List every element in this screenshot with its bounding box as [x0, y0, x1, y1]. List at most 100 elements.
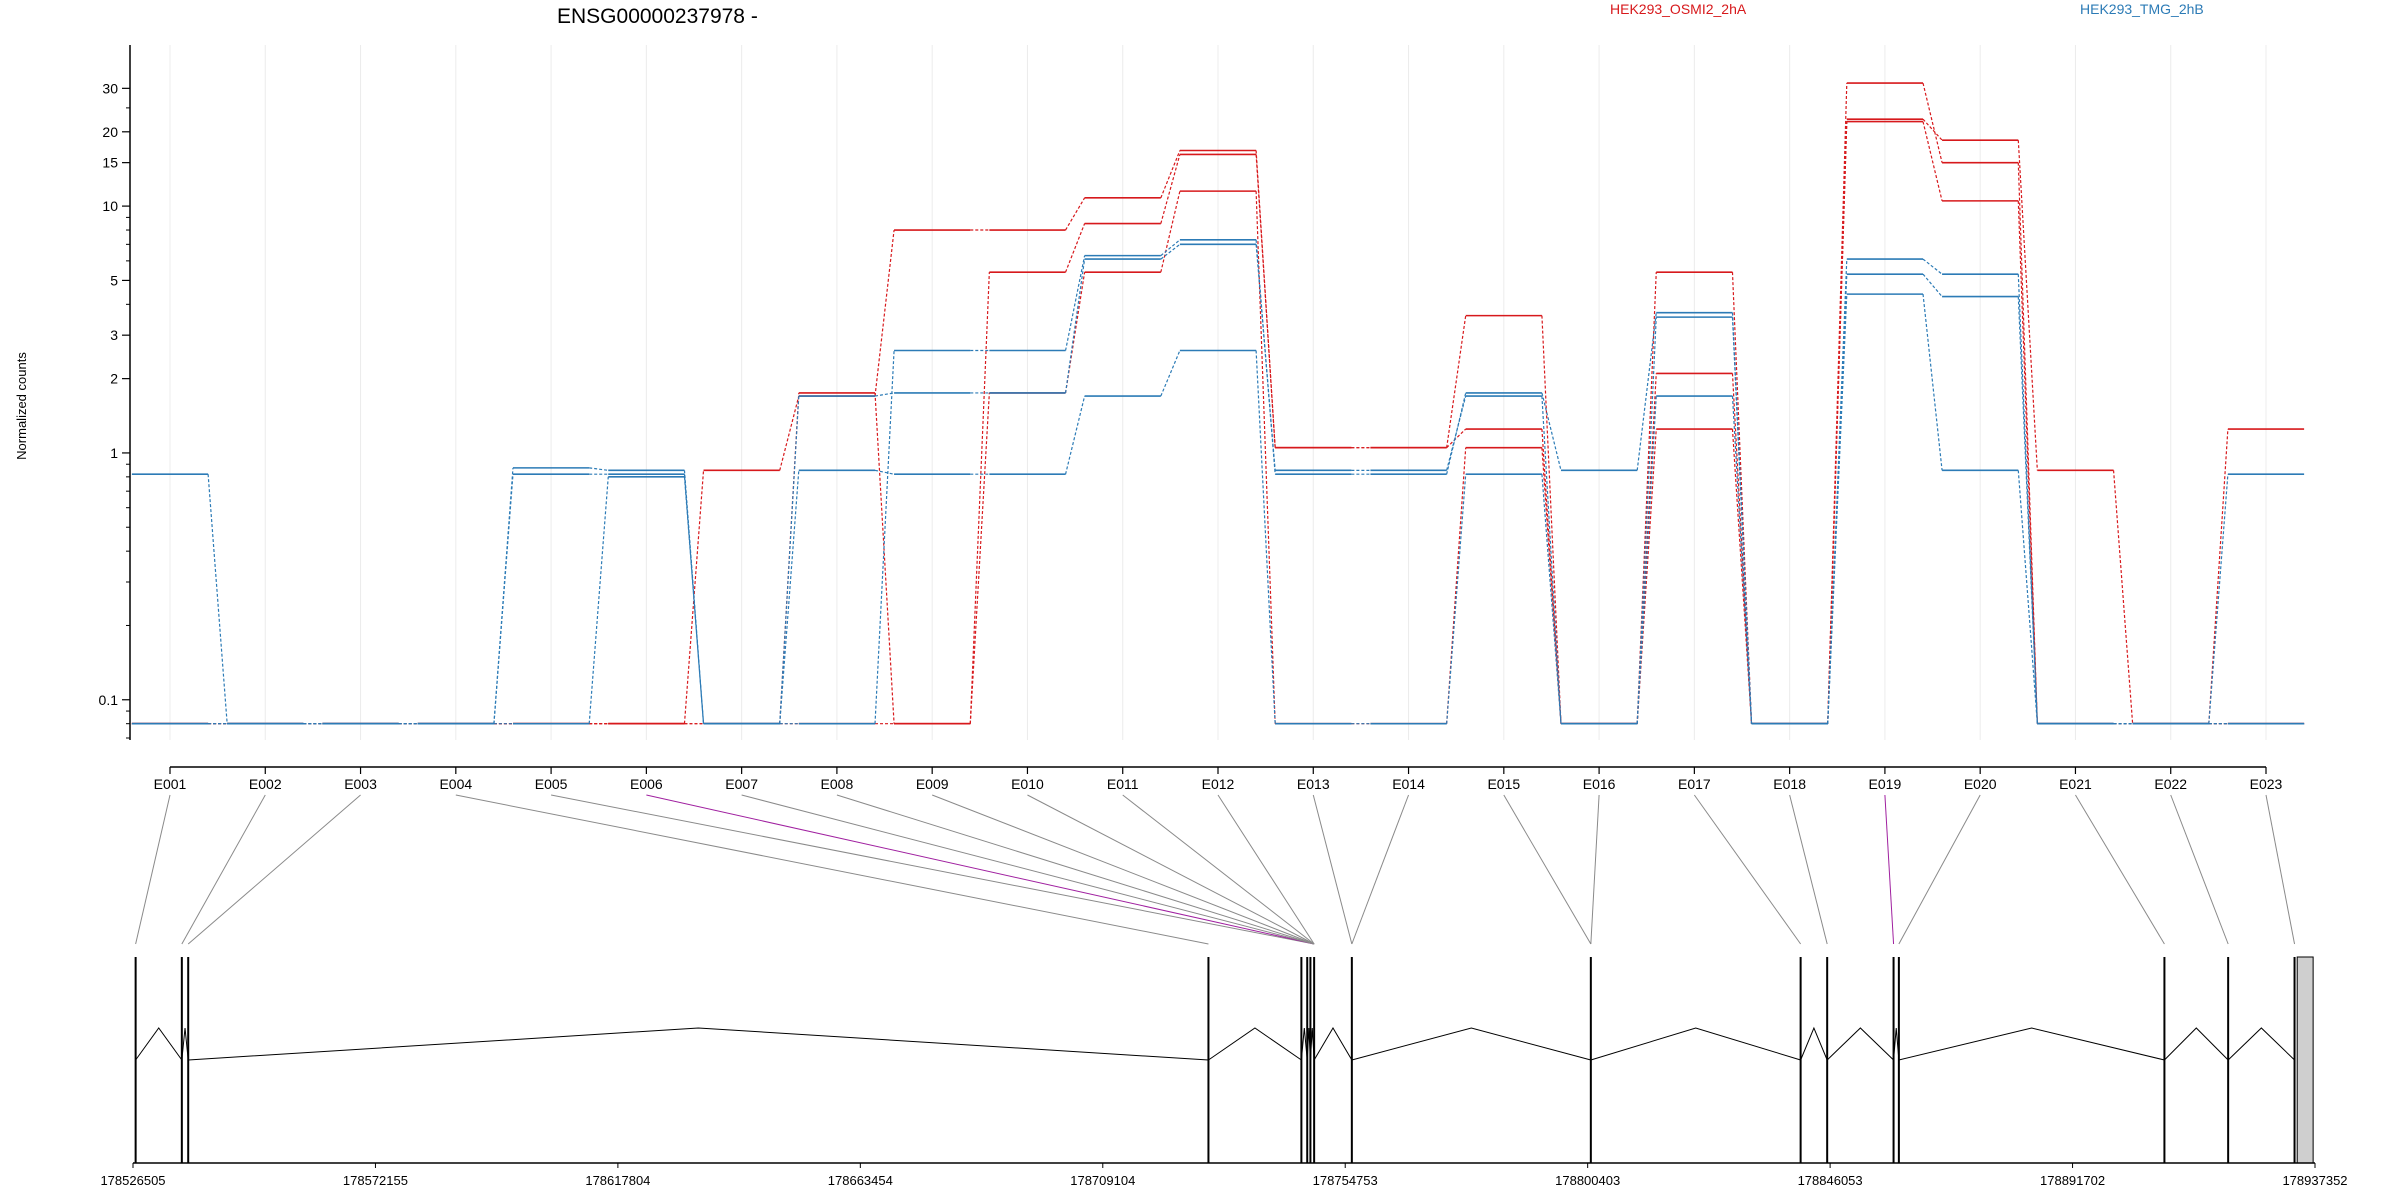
connector — [969, 272, 990, 724]
x-axis: E001 E002 E003 E004 E005 E006 E007 E008 E009 E010… — [154, 766, 2283, 792]
exon-link — [1122, 794, 1315, 945]
connector — [1922, 273, 1943, 297]
exon-link — [646, 794, 1315, 945]
genomic-coordinate-axis: 178526505 178572155 178617804 178663454 1787… — [100, 1162, 2348, 1188]
exon-link — [455, 794, 1209, 945]
connector — [779, 470, 800, 724]
intron — [2164, 1027, 2229, 1061]
intron — [1800, 1026, 1828, 1061]
connector — [1922, 294, 1943, 471]
exon-link — [550, 794, 1315, 945]
x-tick-label: E008 — [821, 776, 854, 792]
connector — [1160, 154, 1181, 224]
exon-link — [1217, 794, 1315, 945]
coord-tick-label: 178891702 — [2040, 1173, 2105, 1188]
connector — [1541, 315, 1562, 724]
series-6 — [131, 293, 2305, 725]
connector — [969, 392, 990, 724]
exon-link — [181, 794, 266, 945]
connector — [1541, 392, 1562, 471]
connector — [2112, 470, 2134, 724]
connector — [2208, 428, 2229, 724]
connector — [1160, 243, 1181, 260]
y-tick-label: 5 — [110, 272, 118, 288]
connector — [1446, 315, 1467, 448]
connector — [589, 467, 609, 471]
connector — [1160, 239, 1181, 257]
coord-tick-label: 178617804 — [585, 1173, 650, 1188]
exon-link — [1693, 794, 1802, 945]
exon-link — [836, 794, 1315, 945]
gene-model-track — [134, 956, 2314, 1164]
connector — [874, 229, 895, 397]
y-tick-label: 0.1 — [99, 692, 119, 708]
exon-link — [1351, 794, 1410, 945]
x-tick-label: E006 — [630, 776, 663, 792]
exon-link — [1789, 794, 1828, 945]
x-tick-label: E018 — [1773, 776, 1806, 792]
connector — [1065, 223, 1086, 273]
intron — [181, 1027, 189, 1061]
y-tick-label: 3 — [110, 327, 118, 343]
exon-link — [135, 794, 171, 945]
data-series — [131, 82, 2305, 725]
connector — [779, 395, 800, 471]
connector — [1636, 373, 1657, 724]
y-tick-label: 15 — [102, 155, 118, 171]
connector — [683, 476, 705, 724]
coord-tick-label: 178800403 — [1555, 1173, 1620, 1188]
coord-tick-label: 178526505 — [100, 1173, 165, 1188]
x-tick-label: E016 — [1583, 776, 1616, 792]
connector — [1636, 317, 1657, 724]
connector — [1255, 350, 1276, 724]
connector — [2017, 470, 2038, 724]
exon-link — [1503, 794, 1592, 945]
intron — [1351, 1027, 1591, 1061]
x-tick-label: E007 — [725, 776, 758, 792]
connector — [1446, 474, 1467, 724]
intron — [135, 1027, 183, 1061]
x-tick-label: E023 — [2250, 776, 2283, 792]
connector — [1731, 317, 1753, 724]
connector — [493, 467, 514, 724]
connector — [779, 396, 800, 724]
connector — [1064, 395, 1086, 475]
intron — [1208, 1027, 1302, 1061]
intron — [1590, 1027, 1801, 1061]
connector — [1922, 121, 1943, 202]
vertical-gridlines — [169, 45, 2267, 740]
x-tick-label: E009 — [916, 776, 949, 792]
x-tick-label: E013 — [1297, 776, 1330, 792]
connector — [2017, 162, 2038, 724]
y-axis: 0.1 1 2 3 5 10 15 20 30 — [99, 45, 131, 740]
exon-link — [2075, 794, 2165, 945]
x-tick-label: E014 — [1392, 776, 1425, 792]
x-tick-label: E001 — [154, 776, 187, 792]
intron — [188, 1027, 1209, 1061]
connector — [1446, 395, 1467, 471]
x-tick-label: E019 — [1869, 776, 1902, 792]
connector — [2017, 140, 2038, 471]
x-tick-label: E003 — [344, 776, 377, 792]
connector — [1922, 82, 1943, 163]
coord-tick-label: 178846053 — [1798, 1173, 1863, 1188]
y-tick-label: 2 — [110, 371, 118, 387]
terminal-exon-block — [2296, 956, 2314, 1164]
x-tick-label: E010 — [1011, 776, 1044, 792]
connector — [1731, 428, 1753, 724]
exon-link — [1312, 794, 1353, 945]
coord-tick-label: 178937352 — [2282, 1173, 2347, 1188]
y-axis-label: Normalized counts — [14, 352, 29, 460]
legend-label-tmg: HEK293_TMG_2hB — [2080, 1, 2204, 17]
connector — [874, 350, 895, 724]
connector — [1446, 428, 1467, 449]
x-tick-label: E004 — [439, 776, 472, 792]
x-tick-label: E002 — [249, 776, 282, 792]
connector — [588, 476, 609, 724]
coord-tick-label: 178572155 — [343, 1173, 408, 1188]
connector — [1160, 350, 1181, 397]
x-tick-label: E022 — [2154, 776, 2187, 792]
connector — [1255, 154, 1276, 448]
connector — [1636, 428, 1657, 724]
